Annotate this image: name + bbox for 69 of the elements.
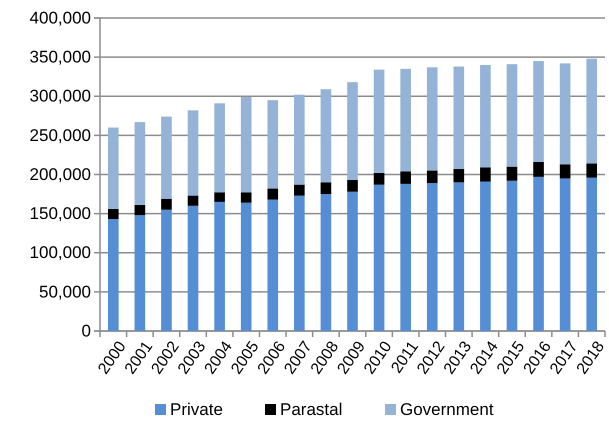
bar xyxy=(214,202,225,331)
bar xyxy=(347,192,358,331)
bar xyxy=(586,178,598,331)
y-tick-label: 250,000 xyxy=(30,126,91,145)
bar xyxy=(374,70,384,173)
bar xyxy=(454,169,464,182)
bar xyxy=(188,196,198,206)
bar xyxy=(560,63,570,164)
legend-label: Parastal xyxy=(280,400,342,419)
bar xyxy=(480,182,491,331)
bar xyxy=(188,110,198,196)
bar xyxy=(374,184,384,331)
bar xyxy=(108,219,119,331)
bar xyxy=(506,166,518,181)
bar xyxy=(506,180,518,331)
bar xyxy=(214,192,225,202)
bar xyxy=(214,103,225,192)
bar xyxy=(161,210,172,331)
bar xyxy=(108,208,119,220)
bar xyxy=(161,116,172,199)
bar xyxy=(533,162,544,177)
bar xyxy=(294,184,305,196)
bar xyxy=(161,198,172,210)
bar xyxy=(374,172,384,185)
bar xyxy=(320,182,332,194)
legend-label: Private xyxy=(170,400,223,419)
bar xyxy=(294,94,305,185)
y-tick-label: 50,000 xyxy=(39,282,91,302)
bar xyxy=(426,170,438,184)
bar xyxy=(347,82,358,180)
bar xyxy=(506,64,518,167)
bar xyxy=(400,184,411,331)
bar xyxy=(533,61,544,162)
bar xyxy=(134,122,146,206)
bar xyxy=(426,67,438,171)
bar xyxy=(294,196,305,331)
bar xyxy=(267,100,278,189)
bar xyxy=(108,128,119,209)
bar xyxy=(480,167,491,182)
bar xyxy=(400,171,411,184)
bar xyxy=(240,97,252,192)
y-tick-label: 150,000 xyxy=(30,204,91,224)
y-tick-label: 100,000 xyxy=(30,243,91,262)
bar xyxy=(454,66,464,170)
y-tick-label: 0 xyxy=(82,321,91,340)
bar xyxy=(320,89,332,182)
y-tick-label: 400,000 xyxy=(30,8,91,28)
bar xyxy=(240,202,252,331)
bar xyxy=(240,192,252,203)
bar xyxy=(586,164,598,178)
bar xyxy=(400,68,411,172)
bar xyxy=(586,58,598,164)
bar xyxy=(267,188,278,200)
legend-label: Government xyxy=(400,400,494,419)
bar xyxy=(347,180,358,192)
bar xyxy=(454,182,464,331)
y-tick-label: 350,000 xyxy=(30,48,91,67)
bar xyxy=(320,194,332,331)
bar xyxy=(267,200,278,331)
bar xyxy=(560,164,570,178)
bar xyxy=(134,205,146,216)
y-tick-label: 200,000 xyxy=(30,164,91,184)
bar xyxy=(480,64,491,168)
bar xyxy=(560,178,570,331)
bar xyxy=(134,215,146,331)
bar xyxy=(533,176,544,331)
bar xyxy=(426,183,438,331)
y-tick-label: 300,000 xyxy=(30,86,91,106)
bar xyxy=(188,206,198,331)
